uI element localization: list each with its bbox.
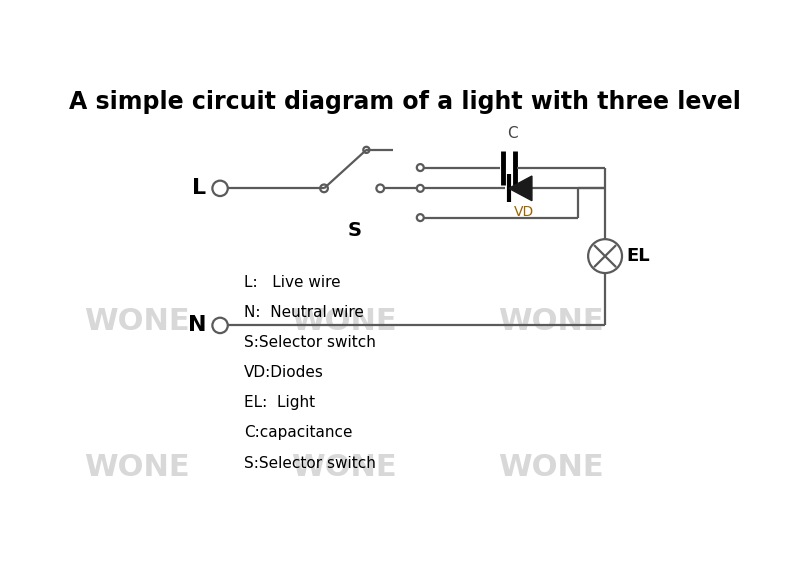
Text: EL:  Light: EL: Light (243, 395, 314, 411)
Text: VD: VD (514, 205, 535, 219)
Text: WONE: WONE (85, 307, 190, 336)
Text: S: S (348, 221, 362, 240)
Text: N: N (188, 316, 206, 335)
Text: VD:Diodes: VD:Diodes (243, 365, 324, 380)
Text: C: C (507, 126, 518, 141)
Polygon shape (509, 176, 532, 201)
Text: WONE: WONE (498, 453, 604, 482)
Text: EL: EL (626, 247, 650, 265)
Text: L:   Live wire: L: Live wire (243, 275, 340, 290)
Text: WONE: WONE (85, 453, 190, 482)
Text: WONE: WONE (292, 307, 397, 336)
Text: C:capacitance: C:capacitance (243, 426, 352, 440)
Text: A simple circuit diagram of a light with three level: A simple circuit diagram of a light with… (69, 90, 741, 114)
Text: WONE: WONE (498, 307, 604, 336)
Text: S:Selector switch: S:Selector switch (243, 455, 375, 470)
Text: L: L (192, 178, 206, 198)
Text: N:  Neutral wire: N: Neutral wire (243, 305, 363, 320)
Text: WONE: WONE (292, 453, 397, 482)
Text: S:Selector switch: S:Selector switch (243, 335, 375, 350)
